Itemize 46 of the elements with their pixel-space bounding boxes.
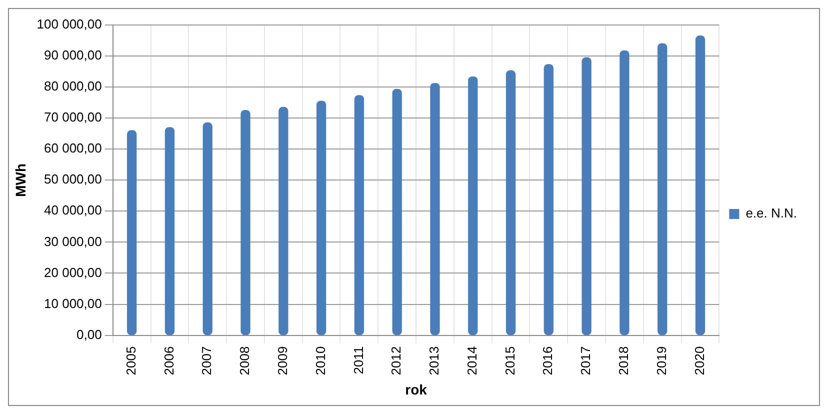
y-tick-label: 0,00	[76, 326, 102, 342]
y-tick-label: 30 000,00	[44, 234, 102, 249]
legend-label: e.e. N.N.	[746, 206, 797, 221]
x-tick-label: 2018	[616, 346, 632, 376]
x-tick-label: 2011	[350, 346, 366, 374]
bar	[354, 95, 364, 336]
x-tick-label: 2009	[274, 346, 290, 376]
bar	[430, 83, 440, 336]
bar	[544, 64, 554, 336]
x-tick-label: 2010	[312, 346, 328, 376]
x-tick-label: 2012	[388, 346, 404, 376]
bar	[620, 50, 630, 336]
y-tick-label: 40 000,00	[44, 202, 102, 218]
bar	[582, 57, 592, 336]
bar	[278, 106, 288, 336]
x-tick-label: 2014	[464, 346, 480, 376]
y-tick-label: 90 000,00	[44, 48, 102, 63]
y-tick-label: 80 000,00	[44, 78, 102, 94]
x-axis-title: rok	[405, 381, 428, 398]
y-tick-label: 50 000,00	[44, 172, 102, 187]
x-tick-label: 2008	[237, 346, 252, 376]
y-tick-label: 100 000,00	[36, 16, 102, 32]
bar	[695, 36, 706, 336]
x-tick-label: 2017	[578, 346, 594, 376]
bar	[468, 76, 478, 336]
bar	[240, 110, 250, 336]
bar	[316, 100, 326, 336]
x-tick-label: 2019	[654, 346, 669, 376]
x-tick-label: 2016	[540, 346, 556, 376]
x-tick-label: 2020	[692, 346, 707, 376]
x-tick-label: 2005	[123, 346, 138, 376]
y-tick-label: 70 000,00	[44, 110, 102, 125]
y-axis-title: MWh	[12, 163, 28, 197]
y-tick-label: 10 000,00	[44, 296, 102, 311]
y-tick-label: 20 000,00	[44, 264, 102, 280]
x-tick-label: 2013	[426, 346, 442, 376]
y-tick-label: 60 000,00	[44, 140, 102, 156]
bar	[126, 130, 137, 336]
bar	[658, 43, 668, 336]
bar	[202, 122, 212, 336]
x-tick-label: 2006	[161, 346, 176, 376]
bar	[164, 127, 175, 336]
bar	[392, 88, 402, 336]
bar	[506, 70, 516, 336]
x-tick-label: 2015	[502, 346, 518, 376]
x-tick-label: 2007	[199, 346, 214, 376]
